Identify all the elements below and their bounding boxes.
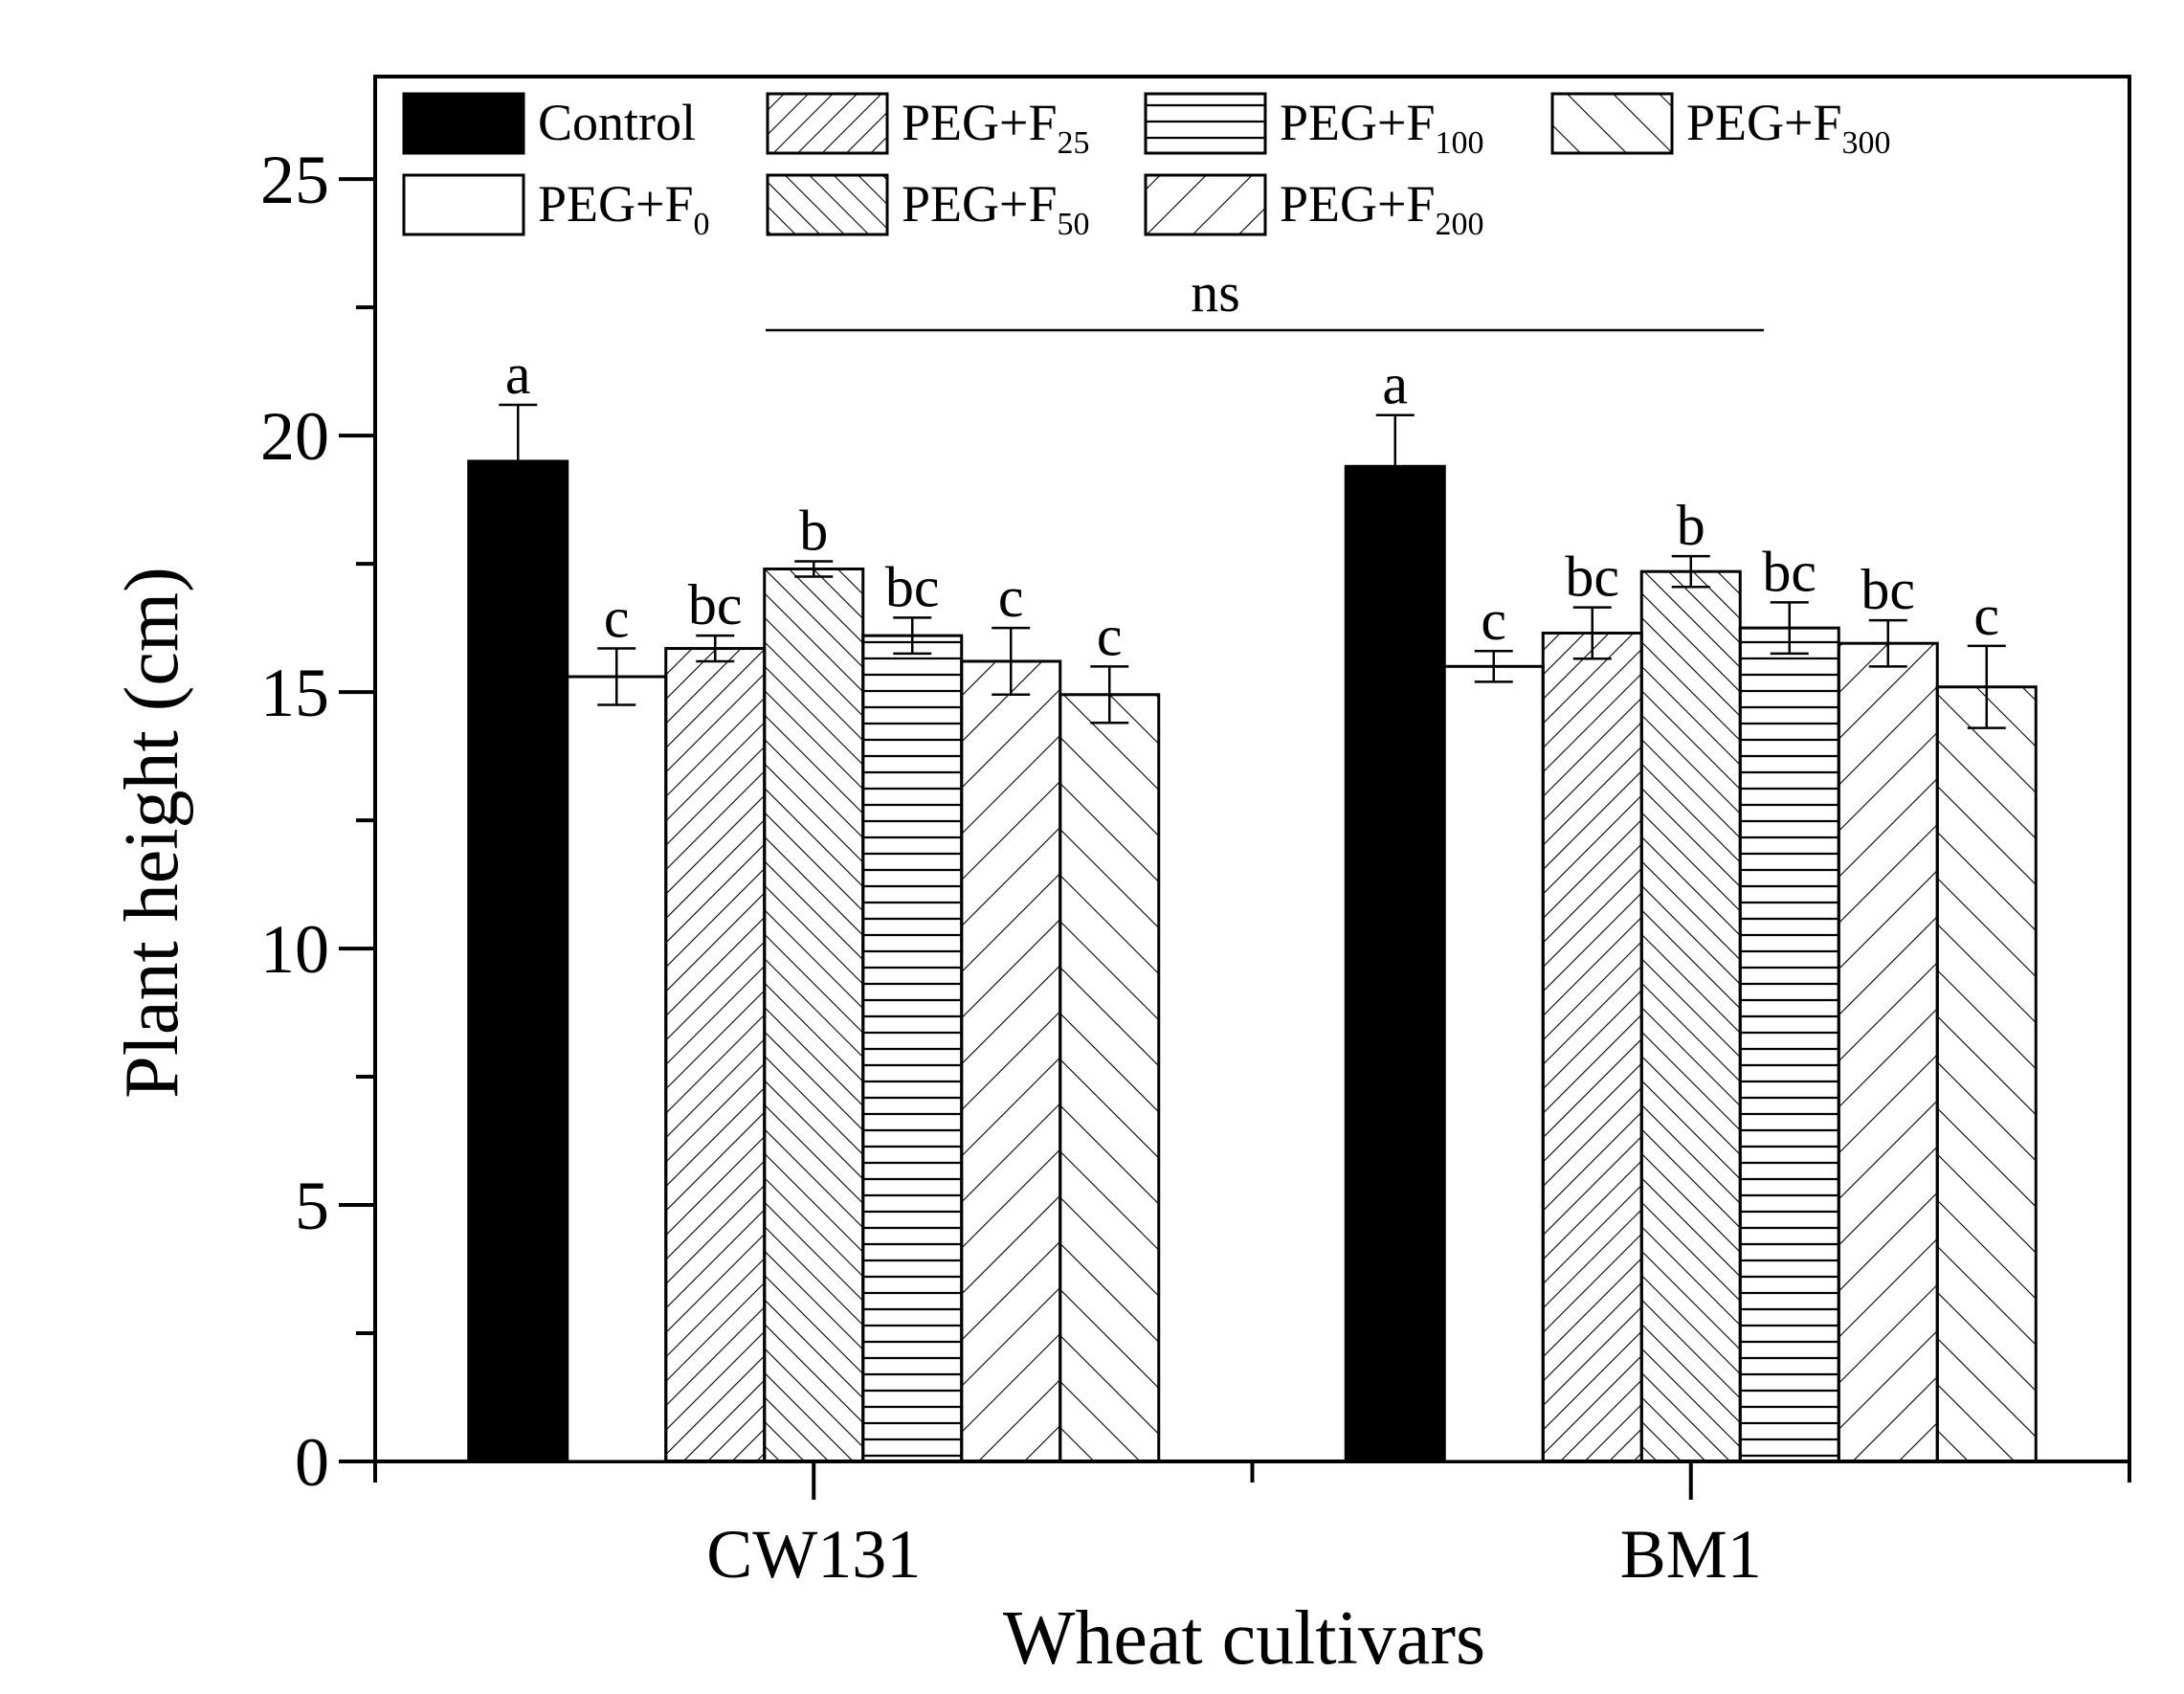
legend-item: Control [402,92,696,155]
significance-letter: c [1481,589,1506,652]
legend-label-main: PEG+F [1686,94,1842,151]
y-tick-label: 15 [260,655,329,731]
legend-label-subscript: 100 [1436,125,1484,161]
bar [1935,685,2038,1463]
y-tick-label: 20 [260,398,329,475]
significance-letter: c [998,566,1024,629]
bar [763,567,865,1463]
bar [1059,693,1161,1463]
legend-label: PEG+F200 [1280,175,1484,242]
legend-label-main: PEG+F [1280,94,1436,151]
significance-letter: bc [1762,540,1816,603]
ns-label: ns [1191,261,1240,323]
legend-label-subscript: 300 [1842,125,1891,161]
bar [1738,626,1840,1463]
bar [1442,664,1545,1463]
legend-item: PEG+F300 [1550,92,1891,161]
legend-label-main: PEG+F [1280,175,1436,233]
legend-swatch [766,173,889,236]
legend-label-main: Control [538,94,696,151]
legend-swatch [402,92,525,155]
legend-label-subscript: 0 [694,207,710,242]
legend-swatch [1144,173,1267,236]
bar [861,634,964,1463]
legend-label: Control [538,94,696,151]
y-axis-title: Plant height (cm) [110,567,194,1098]
y-tick-label: 25 [260,142,329,218]
legend-item: PEG+F0 [402,173,710,242]
significance-letter: c [1097,604,1123,667]
x-tick-label: BM1 [1620,1516,1762,1593]
significance-annotation: ns [766,261,1764,332]
significance-letter: b [1677,494,1705,557]
legend-label-subscript: 25 [1058,125,1090,161]
y-tick-label: 0 [295,1424,329,1501]
bar [1541,631,1643,1463]
legend-label-main: PEG+F [538,175,694,233]
y-axis: 0 5 10 15 20 25 [260,142,375,1501]
bar [566,675,668,1463]
legend-swatch [1550,92,1674,155]
legend-swatch [766,92,889,155]
y-tick-label: 10 [260,911,329,988]
legend-label-main: PEG+F [902,94,1058,151]
legend-swatch [1144,92,1267,155]
x-axis-title: Wheat cultivars [1003,1596,1485,1681]
legend-label: PEG+F50 [902,175,1090,242]
significance-letter: bc [688,573,743,636]
bar [1344,464,1446,1463]
legend-label-main: PEG+F [902,175,1058,233]
significance-letter: bc [1565,546,1619,609]
legend-label-subscript: 50 [1058,207,1090,242]
bar [1837,641,1939,1463]
legend-item: PEG+F50 [766,173,1090,242]
legend-item: PEG+F200 [1144,173,1484,242]
bar [664,647,767,1463]
significance-letter: bc [1861,558,1915,621]
legend-label: PEG+F0 [538,175,710,242]
legend-label: PEG+F100 [1280,94,1484,161]
significance-letter: b [799,499,828,562]
legend-label-subscript: 200 [1436,207,1484,242]
x-tick-label: CW131 [706,1516,921,1593]
legend-label: PEG+F300 [1686,94,1891,161]
bar [1639,569,1742,1463]
significance-letter: a [505,343,531,406]
legend-swatch [402,173,525,236]
significance-letter: c [1973,584,1999,647]
significance-letter: bc [885,555,940,618]
y-tick-label: 5 [295,1168,329,1244]
significance-letter: a [1382,353,1408,416]
legend: ControlPEG+F0PEG+F25PEG+F50PEG+F100PEG+F… [402,92,1891,242]
legend-item: PEG+F25 [766,92,1090,161]
bar [960,659,1062,1463]
significance-letter: c [604,587,630,650]
x-axis: CW131 BM1 [373,1461,2131,1593]
legend-item: PEG+F100 [1144,92,1484,161]
legend-label: PEG+F25 [902,94,1090,161]
bar [467,459,569,1463]
